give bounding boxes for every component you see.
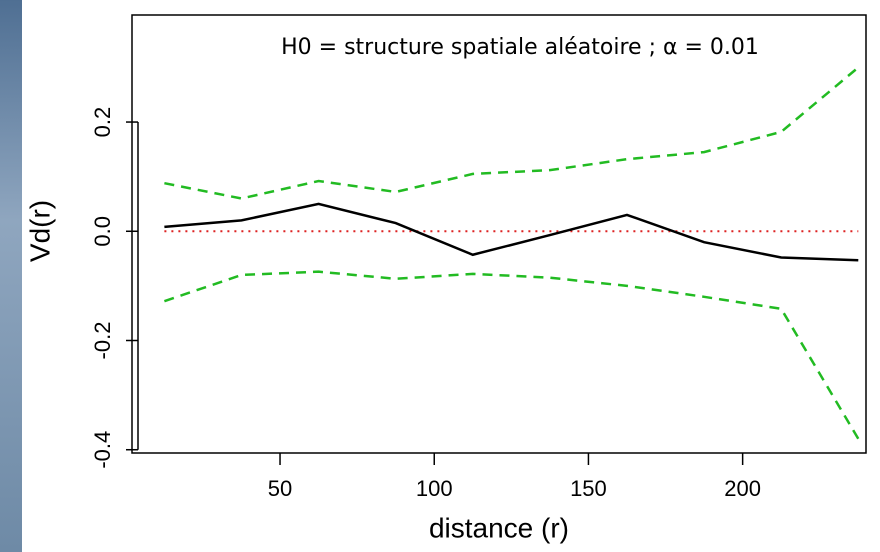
x-tick-label: 50	[268, 476, 292, 501]
x-axis-label: distance (r)	[429, 512, 569, 543]
series-line	[164, 202, 859, 262]
x-tick-label: 150	[570, 476, 607, 501]
annotation: H0 = structure spatiale aléatoire ; α = …	[281, 35, 759, 60]
x-tick-label: 200	[724, 476, 761, 501]
y-tick-label: 0.2	[90, 107, 115, 138]
y-tick-label: 0.0	[90, 216, 115, 247]
plot-box	[131, 14, 867, 454]
background-strip	[0, 0, 22, 552]
y-tick-label: -0.2	[90, 322, 115, 360]
y-axis-label: Vd(r)	[24, 200, 55, 262]
y-tick-label: -0.4	[90, 431, 115, 469]
series-line	[163, 270, 860, 440]
series-line	[164, 66, 860, 200]
x-tick-label: 100	[416, 476, 453, 501]
